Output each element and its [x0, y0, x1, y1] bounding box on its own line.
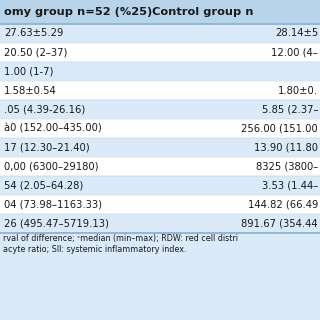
- Text: acyte ratio; SII: systemic inflammatory index.: acyte ratio; SII: systemic inflammatory …: [3, 245, 187, 254]
- Text: 1.80±0.: 1.80±0.: [278, 85, 318, 95]
- Text: 8325 (3800–: 8325 (3800–: [256, 162, 318, 172]
- Text: Control group n: Control group n: [152, 7, 253, 17]
- Text: 20.50 (2–37): 20.50 (2–37): [4, 47, 68, 58]
- Text: 144.82 (66.49: 144.82 (66.49: [248, 199, 318, 210]
- Text: 13.90 (11.80: 13.90 (11.80: [254, 142, 318, 153]
- Text: .05 (4.39-26.16): .05 (4.39-26.16): [4, 105, 85, 115]
- Bar: [0, 214, 320, 233]
- Bar: [0, 43, 320, 62]
- Text: 0,00 (6300–29180): 0,00 (6300–29180): [4, 162, 99, 172]
- Bar: [0, 195, 320, 214]
- Bar: [0, 119, 320, 138]
- Text: 12.00 (4–: 12.00 (4–: [271, 47, 318, 58]
- Text: à0 (152.00–435.00): à0 (152.00–435.00): [4, 124, 102, 133]
- Text: 27.63±5.29: 27.63±5.29: [4, 28, 63, 38]
- Text: 5.85 (2.37–: 5.85 (2.37–: [261, 105, 318, 115]
- Text: 1.00 (1-7): 1.00 (1-7): [4, 67, 53, 76]
- Bar: [0, 157, 320, 176]
- Text: 04 (73.98–1163.33): 04 (73.98–1163.33): [4, 199, 102, 210]
- Bar: [0, 0, 320, 24]
- Bar: [0, 24, 320, 43]
- Text: 17 (12.30–21.40): 17 (12.30–21.40): [4, 142, 90, 153]
- Text: omy group n=52 (%25): omy group n=52 (%25): [4, 7, 152, 17]
- Bar: [0, 62, 320, 81]
- Bar: [0, 176, 320, 195]
- Text: 256.00 (151.00: 256.00 (151.00: [241, 124, 318, 133]
- Text: 26 (495.47–5719.13): 26 (495.47–5719.13): [4, 219, 109, 228]
- Text: 891.67 (354.44: 891.67 (354.44: [241, 219, 318, 228]
- Bar: [0, 138, 320, 157]
- Bar: [0, 100, 320, 119]
- Text: 28.14±5: 28.14±5: [275, 28, 318, 38]
- Bar: [0, 81, 320, 100]
- Text: rval of difference; ᶜmedian (min–max); RDW: red cell distri: rval of difference; ᶜmedian (min–max); R…: [3, 235, 238, 244]
- Text: 54 (2.05–64.28): 54 (2.05–64.28): [4, 180, 83, 190]
- Text: 1.58±0.54: 1.58±0.54: [4, 85, 57, 95]
- Text: 3.53 (1.44–: 3.53 (1.44–: [262, 180, 318, 190]
